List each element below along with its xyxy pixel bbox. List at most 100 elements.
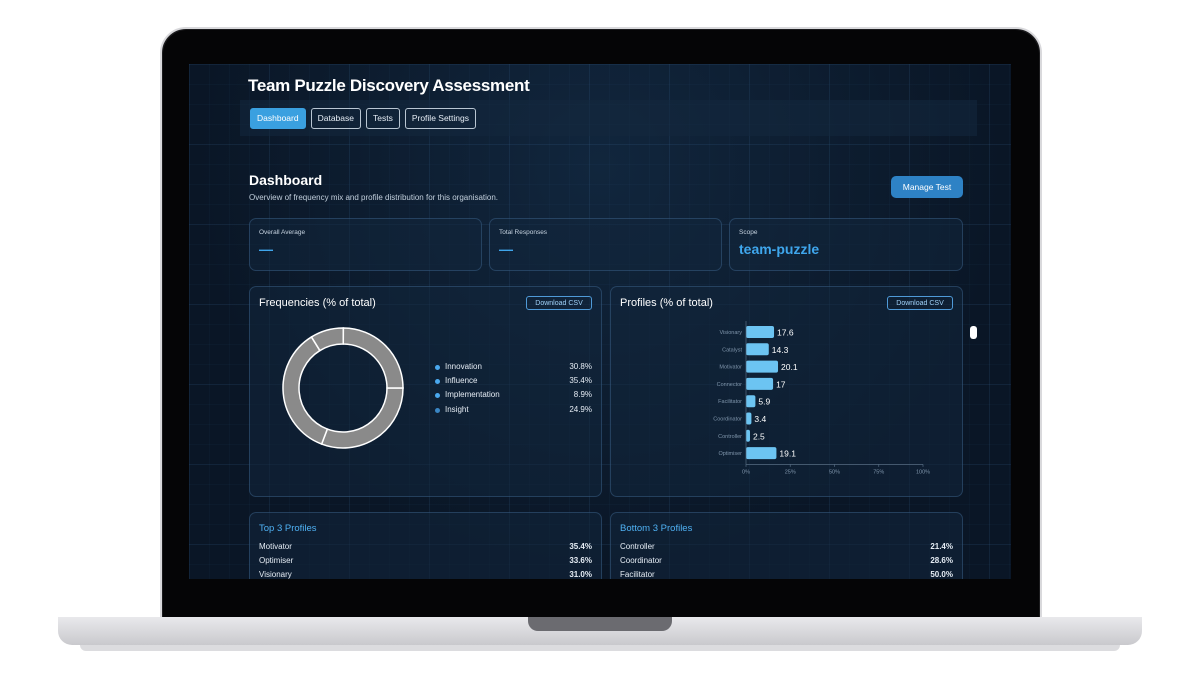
data-label: 17.6 [777,328,794,338]
manage-test-button[interactable]: Manage Test [891,176,963,198]
category-label: Facilitator [718,399,742,405]
frequencies-download-csv-button[interactable]: Download CSV [526,296,592,310]
cursor-indicator [970,326,977,339]
legend-label: Influence [445,376,478,386]
legend-dot [435,393,440,399]
legend-value: 8.9% [573,390,592,400]
profile-name: Visionary [259,570,292,579]
bar-connector [746,377,774,390]
x-tick-label: 25% [785,469,796,475]
list-item: Visionary 31.0% [259,570,592,579]
legend-dot [435,365,440,370]
category-label: Catalyst [722,347,742,353]
legend-value: 35.4% [569,376,592,386]
legend-value: 30.8% [569,362,592,371]
profile-name: Coordinator [620,556,662,565]
bar-visionary [746,326,775,338]
nav-tabs: Dashboard Database Tests Profile Setting… [250,108,476,129]
bar-controller [746,429,750,442]
stat-card-overall-average: Overall Average — [249,218,482,271]
category-label: Motivator [719,365,742,371]
legend-value: 24.9% [569,404,592,414]
list-item: Motivator 35.4% [259,542,592,551]
tab-profile-settings[interactable]: Profile Settings [404,108,476,129]
data-label: 19.1 [779,449,796,459]
legend-dot [435,407,440,413]
top-profiles-title: Top 3 Profiles [259,523,317,534]
profile-name: Motivator [259,542,292,551]
category-label: Coordinator [713,417,742,423]
top-bar [240,100,977,136]
stat-label: Scope [739,229,758,236]
bar-facilitator [746,395,756,408]
category-label: Visionary [719,330,742,336]
stat-label: Overall Average [259,229,306,236]
page-title: Dashboard [249,172,323,188]
legend-item: Implementation 8.9% [435,390,592,404]
data-label: 20.1 [781,362,798,372]
stat-label: Total Responses [499,229,548,236]
profile-name: Optimiser [259,556,294,565]
data-label: 3.4 [754,414,766,424]
legend-dot [435,379,440,385]
bar-optimiser [746,447,777,460]
x-tick-label: 75% [873,469,884,475]
app-title: Team Puzzle Discovery Assessment [248,76,530,95]
frequencies-legend: Innovation 30.8% Influence 35.4% Impleme… [435,362,592,419]
list-item: Coordinator 28.6% [620,556,953,565]
profile-value: 35.4% [569,542,592,551]
profiles-bar-chart: Visionary 17.6 Catalyst 14.3 Motivator 20.1 Co… [713,321,930,475]
donut-slice-insight [342,327,404,389]
tab-tests[interactable]: Tests [365,108,400,129]
profile-name: Controller [620,542,655,551]
data-label: 5.9 [758,397,770,407]
profile-value: 28.6% [930,556,953,565]
bottom-profiles-panel: Bottom 3 Profiles Controller 21.4% Coord… [610,512,963,579]
frequencies-title: Frequencies (% of total) [259,297,376,309]
laptop-base-shadow [80,645,1120,651]
donut-slice-innovation [320,387,404,449]
profile-value: 21.4% [930,542,953,551]
bar-coordinator [746,412,752,425]
legend-item: Insight 24.9% [435,405,592,419]
legend-item: Innovation 30.8% [435,362,592,376]
list-item: Facilitator 50.0% [620,570,953,579]
stat-value: — [259,241,273,257]
legend-label: Insight [445,404,469,414]
legend-label: Innovation [445,362,482,371]
stat-card-total-responses: Total Responses — [489,218,722,271]
data-label: 17 [776,379,786,389]
list-item: Controller 21.4% [620,542,953,551]
profile-value: 50.0% [930,570,953,579]
profile-name: Facilitator [620,570,655,579]
bar-motivator [746,360,779,373]
legend-label: Implementation [445,390,500,400]
app-screen: Team Puzzle Discovery Assessment Dashboa… [189,64,1011,579]
profiles-download-csv-button[interactable]: Download CSV [887,296,953,310]
tab-dashboard[interactable]: Dashboard [250,108,306,129]
page-subtitle: Overview of frequency mix and profile di… [249,193,499,202]
category-label: Controller [718,434,742,440]
data-label: 2.5 [753,431,765,441]
category-label: Connector [717,382,743,388]
x-tick-label: 0% [742,469,750,475]
stat-value: — [499,241,513,257]
profile-value: 31.0% [569,570,592,579]
profiles-panel: Profiles (% of total) Download CSV Visio… [610,286,963,497]
tab-database[interactable]: Database [310,108,361,129]
list-item: Optimiser 33.6% [259,556,592,565]
donut-slice-influence [282,335,329,446]
top-profiles-panel: Top 3 Profiles Motivator 35.4% Optimiser… [249,512,602,579]
profile-value: 33.6% [569,556,592,565]
data-label: 14.3 [772,345,789,355]
x-tick-label: 50% [829,469,840,475]
stat-card-scope: Scope team-puzzle [729,218,963,271]
frequencies-donut-chart [282,327,404,449]
laptop-notch [528,617,672,631]
stat-value: team-puzzle [739,241,820,257]
x-tick-label: 100% [916,469,930,475]
category-label: Optimiser [718,451,742,457]
legend-item: Influence 35.4% [435,376,592,390]
profiles-title: Profiles (% of total) [620,297,713,309]
bar-catalyst [746,343,769,356]
